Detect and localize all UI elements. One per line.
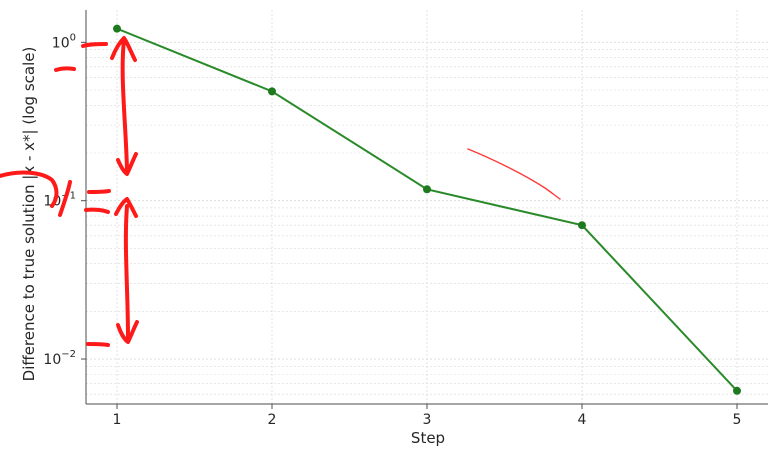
y-tick-label: 100 <box>52 32 76 51</box>
y-tick-label: 10−2 <box>43 349 76 368</box>
annotation-dash-left <box>54 66 76 72</box>
y-ticks: 100 10−1 10−2 <box>43 32 86 368</box>
data-point <box>423 185 431 194</box>
x-tick-label: 2 <box>268 412 277 428</box>
data-point <box>113 24 121 33</box>
x-tick-label: 3 <box>423 412 432 428</box>
x-ticks: 1 2 3 4 5 <box>113 404 742 428</box>
x-tick-label: 5 <box>733 412 742 428</box>
annotation-arrow-upper <box>110 36 138 176</box>
x-axis-label: Step <box>411 429 445 447</box>
series <box>113 24 741 395</box>
annotation-dash-top <box>81 42 108 48</box>
x-tick-label: 1 <box>113 412 122 428</box>
annotation-dash-bottom <box>86 342 110 347</box>
x-tick-label: 4 <box>578 412 587 428</box>
annotation-curve-left <box>0 170 59 208</box>
data-point <box>733 386 741 395</box>
annotation-curve-mid <box>58 180 72 217</box>
y-axis-label: Difference to true solution |x - x*| (lo… <box>20 47 38 382</box>
annotation-arrow-lower <box>114 197 139 344</box>
annotation-thin-stroke <box>467 148 561 200</box>
annotation-bracket <box>84 207 110 214</box>
y-tick-label: 10−1 <box>43 191 76 210</box>
data-point <box>578 221 586 230</box>
annotation-tick-mid <box>87 189 111 194</box>
annotations <box>0 36 561 347</box>
data-point <box>268 87 276 96</box>
grid <box>86 10 768 404</box>
